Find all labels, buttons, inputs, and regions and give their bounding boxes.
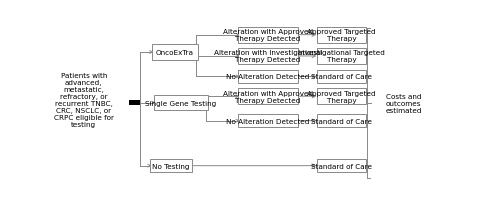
Text: No Alteration Detected: No Alteration Detected — [226, 74, 310, 80]
FancyBboxPatch shape — [238, 28, 298, 43]
Text: OncoExTra: OncoExTra — [156, 50, 194, 56]
Text: Approved Targeted
Therapy: Approved Targeted Therapy — [307, 29, 376, 42]
Text: Investigational Targeted
Therapy: Investigational Targeted Therapy — [298, 50, 385, 63]
Text: Approved Targeted
Therapy: Approved Targeted Therapy — [307, 90, 376, 103]
Text: Standard of Care: Standard of Care — [311, 74, 372, 80]
Text: Patients with
advanced,
metastatic,
refractory, or
recurrent TNBC,
CRC, NSCLC, o: Patients with advanced, metastatic, refr… — [54, 72, 114, 127]
FancyBboxPatch shape — [318, 28, 366, 43]
FancyBboxPatch shape — [152, 45, 198, 61]
Text: Alteration with Approved
Therapy Detected: Alteration with Approved Therapy Detecte… — [223, 29, 313, 42]
FancyBboxPatch shape — [318, 89, 366, 105]
Text: Alteration with Approved
Therapy Detected: Alteration with Approved Therapy Detecte… — [223, 90, 313, 103]
FancyBboxPatch shape — [318, 49, 366, 64]
FancyBboxPatch shape — [318, 115, 366, 127]
FancyBboxPatch shape — [318, 71, 366, 83]
Text: No Alteration Detected: No Alteration Detected — [226, 118, 310, 124]
Text: Single Gene Testing: Single Gene Testing — [145, 100, 216, 106]
Text: No Testing: No Testing — [152, 163, 190, 169]
FancyBboxPatch shape — [154, 95, 208, 111]
FancyBboxPatch shape — [238, 71, 298, 83]
FancyBboxPatch shape — [238, 49, 298, 64]
FancyBboxPatch shape — [318, 160, 366, 172]
FancyBboxPatch shape — [129, 101, 140, 105]
FancyBboxPatch shape — [238, 89, 298, 105]
Text: Standard of Care: Standard of Care — [311, 163, 372, 169]
FancyBboxPatch shape — [150, 159, 192, 173]
FancyBboxPatch shape — [238, 115, 298, 127]
Text: Alteration with Investigational
Therapy Detected: Alteration with Investigational Therapy … — [214, 50, 322, 63]
Text: Costs and
outcomes
estimated: Costs and outcomes estimated — [386, 93, 422, 113]
Text: Standard of Care: Standard of Care — [311, 118, 372, 124]
